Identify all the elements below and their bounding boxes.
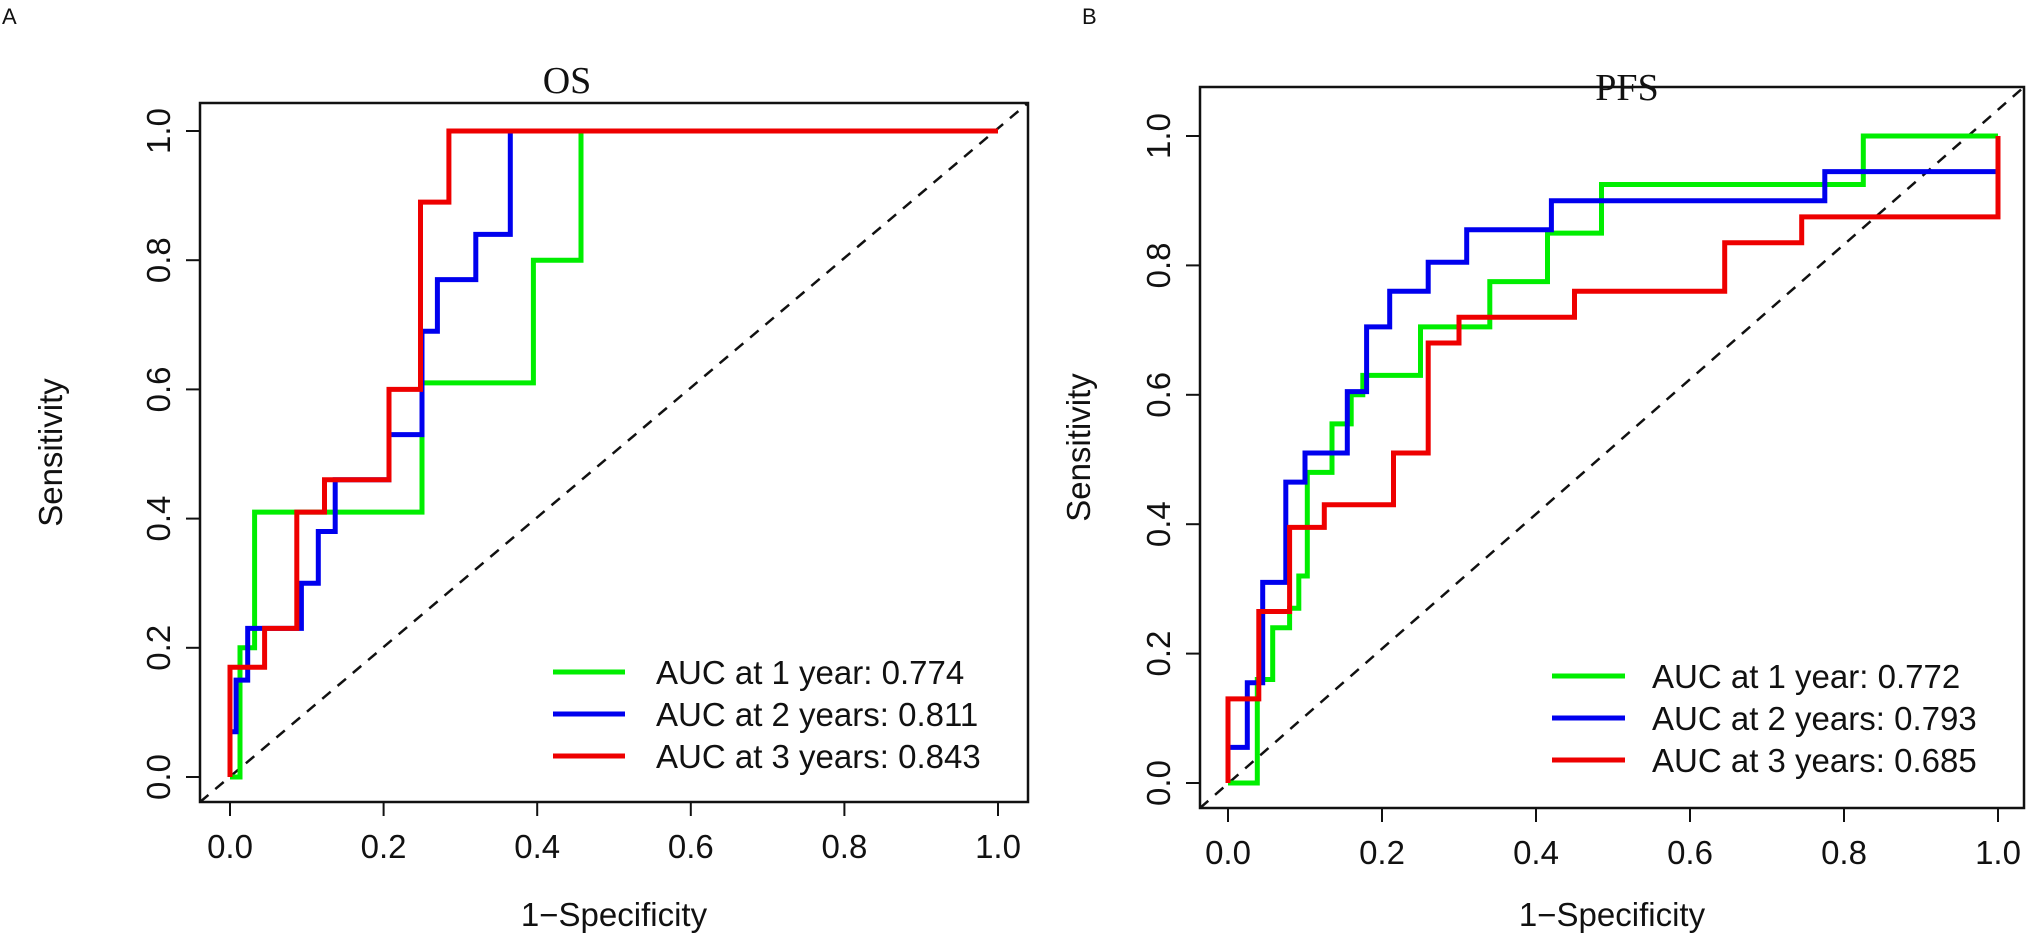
x-axis-label: 1−Specificity [521,896,708,933]
legend-label-1: AUC at 1 year: 0.774 [656,654,964,691]
roc-curve-2 [1225,136,2001,783]
reference-diagonal [199,102,1029,803]
y-tick-label: 0.0 [140,754,177,800]
y-tick-label: 0.4 [1140,501,1177,547]
legend-label-2: AUC at 2 years: 0.811 [656,696,978,733]
panel-label: A [2,4,17,29]
legend-label-3: AUC at 3 years: 0.685 [1652,742,1977,779]
x-tick-label: 0.6 [668,828,714,865]
y-tick-label: 0.2 [1140,631,1177,677]
y-tick-label: 1.0 [140,108,177,154]
x-tick-label: 0.8 [1821,834,1867,871]
chart-title: OS [543,60,592,102]
roc-panel-a: A OS 0.0 0.2 0.4 0.6 0.8 1.0 1−Specificity 0.0 0.2… [2,4,1030,933]
y-tick-label: 0.8 [140,237,177,283]
roc-curve-2 [227,128,998,777]
legend-label-3: AUC at 3 years: 0.843 [656,738,981,775]
x-axis: 0.0 0.2 0.4 0.6 0.8 1.0 [1205,807,2021,871]
y-tick-label: 0.4 [140,496,177,542]
y-axis: 0.0 0.2 0.4 0.6 0.8 1.0 [1140,113,1201,806]
legend: AUC at 1 year: 0.774 AUC at 2 years: 0.81… [553,654,981,775]
y-tick-label: 0.2 [140,625,177,671]
panel-label: B [1082,4,1097,29]
x-tick-label: 0.4 [514,828,560,865]
x-tick-label: 1.0 [975,828,1021,865]
x-tick-label: 0.2 [1359,834,1405,871]
y-tick-label: 0.6 [140,366,177,412]
x-tick-label: 0.8 [821,828,867,865]
x-tick-label: 1.0 [1975,834,2021,871]
x-axis: 0.0 0.2 0.4 0.6 0.8 1.0 [207,801,1021,865]
legend-label-2: AUC at 2 years: 0.793 [1652,700,1977,737]
x-axis-label: 1−Specificity [1519,896,1706,933]
x-tick-label: 0.6 [1667,834,1713,871]
y-tick-label: 0.8 [1140,242,1177,288]
x-tick-label: 0.2 [361,828,407,865]
x-tick-label: 0.0 [1205,834,1251,871]
reference-diagonal [1199,86,2025,809]
y-tick-label: 0.6 [1140,372,1177,418]
x-tick-label: 0.4 [1513,834,1559,871]
roc-curve-3 [227,128,998,777]
y-axis: 0.0 0.2 0.4 0.6 0.8 1.0 [140,108,201,800]
y-tick-label: 1.0 [1140,113,1177,159]
y-tick-label: 0.0 [1140,760,1177,806]
roc-curve-1 [1228,133,1998,786]
x-tick-label: 0.0 [207,828,253,865]
y-axis-label: Sensitivity [32,378,69,527]
legend-label-1: AUC at 1 year: 0.772 [1652,658,1960,695]
legend: AUC at 1 year: 0.772 AUC at 2 years: 0.79… [1552,658,1977,779]
y-axis-label: Sensitivity [1060,373,1097,522]
roc-curve-3 [1225,136,2001,783]
